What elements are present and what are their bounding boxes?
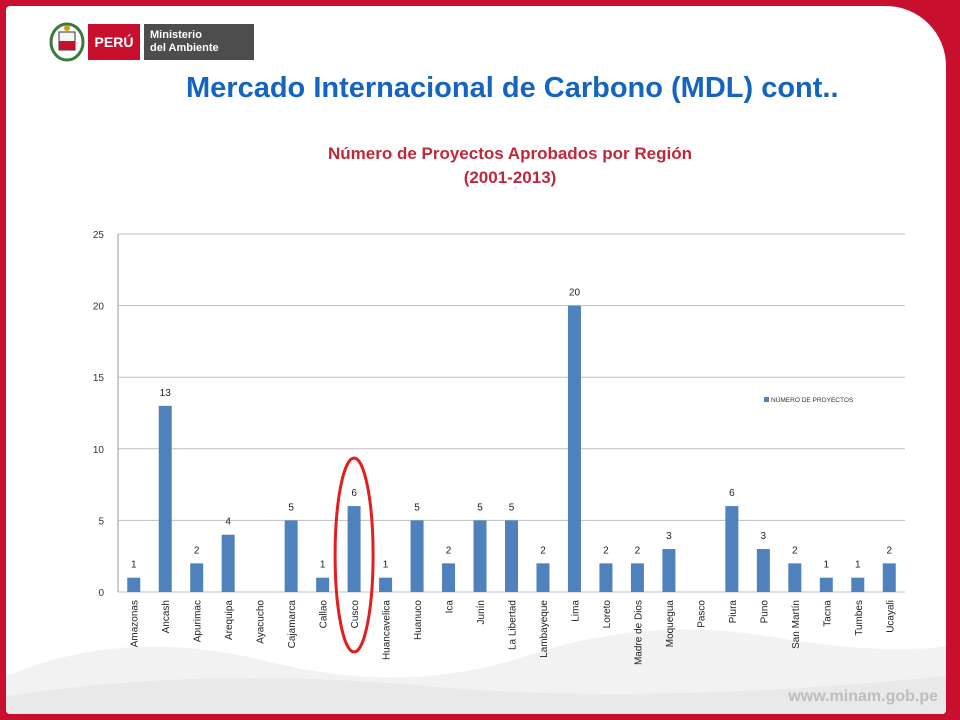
x-tick-label: Ucayali <box>885 600 896 633</box>
x-tick-label: Ayacucho <box>256 600 267 644</box>
bar <box>410 520 424 592</box>
bar <box>505 520 518 592</box>
legend-swatch <box>764 397 769 402</box>
x-tick-label: Huancavelica <box>382 600 393 660</box>
x-tick-label: Ancash <box>161 600 172 633</box>
x-tick-label: Pasco <box>696 600 707 628</box>
bar <box>316 577 330 592</box>
x-tick-label: Lima <box>570 600 581 622</box>
data-label: 13 <box>160 388 172 399</box>
x-tick-label: Puno <box>759 600 770 624</box>
bar <box>158 405 172 592</box>
data-label: 5 <box>509 502 515 513</box>
background-illustration <box>6 629 946 714</box>
bar <box>662 549 676 592</box>
bar <box>788 563 802 592</box>
slide-title: Mercado Internacional de Carbono (MDL) c… <box>186 72 839 104</box>
ministry-logo: PERÚ Ministerio del Ambiente <box>48 18 258 66</box>
y-tick-label: 20 <box>93 302 105 313</box>
data-label: 1 <box>383 560 389 571</box>
x-tick-label: Tumbes <box>854 600 865 636</box>
bar <box>725 506 739 592</box>
data-label: 1 <box>824 560 830 571</box>
x-tick-label: Huanuco <box>413 600 424 640</box>
data-label: 5 <box>288 502 294 513</box>
data-label: 2 <box>635 545 641 556</box>
bar <box>473 520 487 592</box>
y-tick-label: 10 <box>93 445 105 456</box>
data-label: 6 <box>729 488 735 499</box>
x-tick-label: Lambayeque <box>539 600 550 658</box>
ministry-line-2: del Ambiente <box>150 42 219 54</box>
bar <box>756 549 770 592</box>
x-tick-label: Moquegua <box>665 600 676 648</box>
data-label: 2 <box>886 545 892 556</box>
x-tick-label: Arequipa <box>224 600 235 640</box>
data-label: 4 <box>225 517 231 528</box>
highlight-ellipse <box>333 456 375 654</box>
y-tick-label: 15 <box>93 373 105 384</box>
y-tick-label: 25 <box>93 230 105 241</box>
data-label: 1 <box>320 560 326 571</box>
y-tick-label: 5 <box>98 516 104 527</box>
x-tick-label: Amazonas <box>130 600 141 647</box>
bar <box>442 563 456 592</box>
x-tick-label: Ica <box>445 600 456 614</box>
footer-url: www.minam.gob.pe <box>788 688 938 705</box>
bar <box>379 577 393 592</box>
bar <box>882 563 896 592</box>
x-tick-label: Callao <box>319 600 330 629</box>
data-label: 2 <box>446 545 452 556</box>
content-panel <box>6 6 946 714</box>
bar <box>599 563 613 592</box>
chart-title: Número de Proyectos Aprobados por Región… <box>220 142 800 190</box>
x-tick-label: San Martín <box>791 600 802 649</box>
data-label: 1 <box>131 560 137 571</box>
x-tick-label: Cajamarca <box>287 600 298 649</box>
bar <box>567 305 581 592</box>
ministry-line-1: Ministerio <box>150 29 202 41</box>
data-label: 6 <box>351 488 357 499</box>
bar <box>851 577 865 592</box>
data-label: 1 <box>855 560 861 571</box>
bar <box>347 506 361 592</box>
bar <box>284 520 298 592</box>
bar <box>819 577 833 592</box>
data-label: 2 <box>540 545 546 556</box>
data-label: 3 <box>666 531 672 542</box>
data-label: 5 <box>414 502 420 513</box>
x-tick-label: Piura <box>728 600 739 624</box>
bar <box>221 534 235 592</box>
data-label: 20 <box>569 288 581 299</box>
x-tick-label: Tacna <box>822 600 833 627</box>
x-tick-label: La Libertad <box>508 600 519 650</box>
bar <box>630 563 644 592</box>
x-tick-label: Madre de Dios <box>633 600 644 665</box>
data-label: 3 <box>761 531 767 542</box>
data-label: 2 <box>792 545 798 556</box>
x-tick-label: Loreto <box>602 600 613 629</box>
x-tick-label: Apurimac <box>193 600 204 642</box>
legend-label: NÚMERO DE PROYECTOS <box>771 395 854 404</box>
bar <box>536 563 550 592</box>
peru-label: PERÚ <box>88 24 140 60</box>
chart-title-line-2: (2001-2013) <box>463 168 557 187</box>
ministry-label: Ministerio del Ambiente <box>144 24 254 60</box>
coat-of-arms-icon <box>49 22 85 62</box>
y-tick-label: 0 <box>98 588 104 599</box>
chart-title-line-1: Número de Proyectos Aprobados por Región <box>328 144 692 163</box>
data-label: 2 <box>194 545 200 556</box>
bar <box>190 563 204 592</box>
x-tick-label: Cusco <box>350 600 361 629</box>
x-tick-label: Junín <box>476 600 487 624</box>
bar <box>127 577 141 592</box>
data-label: 5 <box>477 502 483 513</box>
data-label: 2 <box>603 545 609 556</box>
